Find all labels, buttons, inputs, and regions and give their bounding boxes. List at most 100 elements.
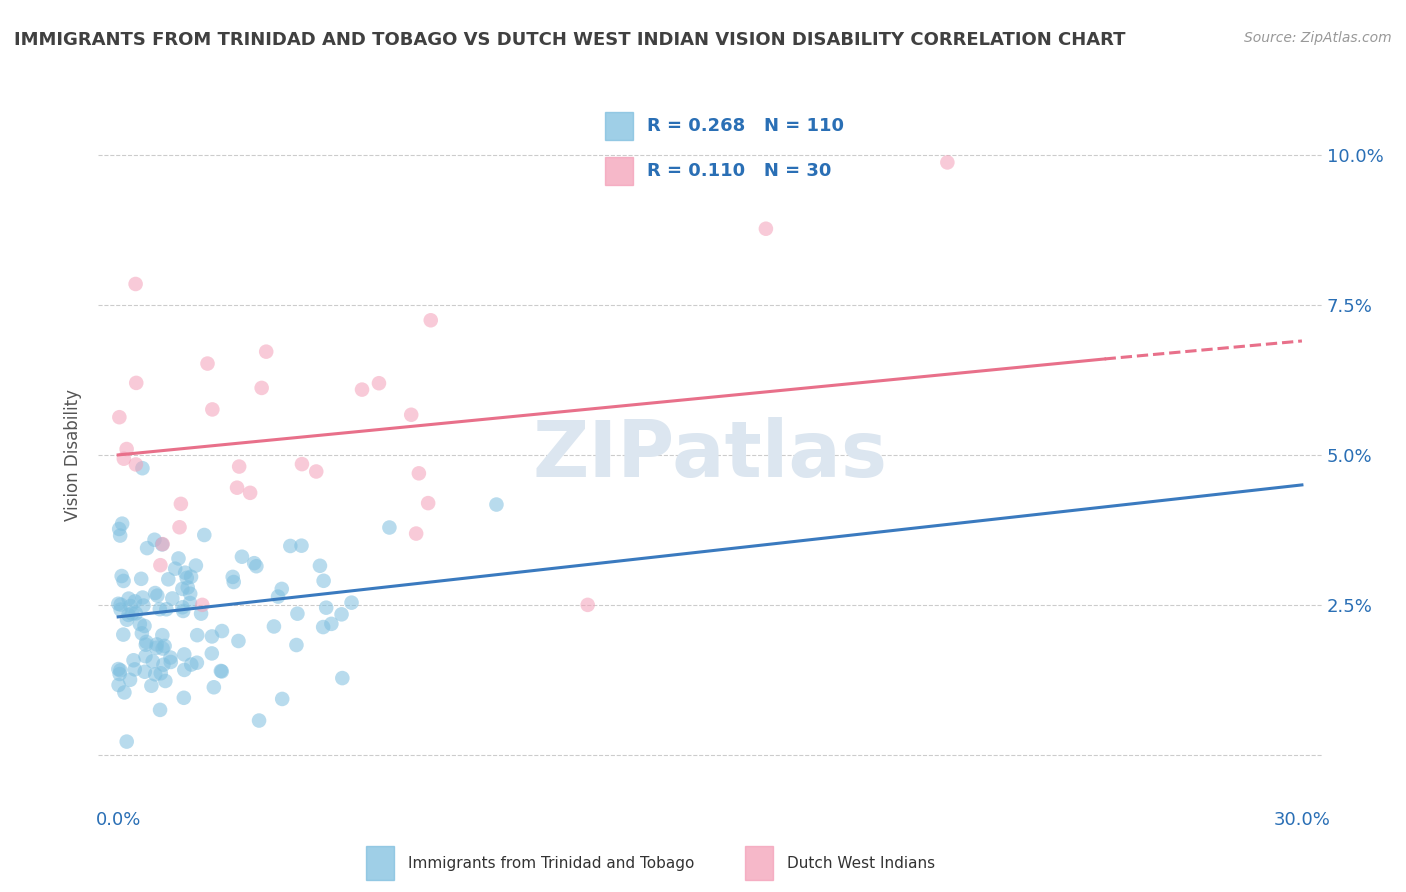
Point [247,714,270,728]
Text: Dutch West Indians: Dutch West Indians [787,855,935,871]
Point [368,376,391,391]
Point [186,656,208,670]
Point [201,647,224,661]
Point [112,574,135,588]
Point [179,596,201,610]
Point [186,628,208,642]
Point [129,572,152,586]
Point [228,459,250,474]
Point [350,383,373,397]
Bar [605,157,633,185]
Point [135,638,157,652]
Point [108,528,131,542]
Point [405,526,427,541]
Point [271,692,294,706]
Point [418,496,440,510]
Point [111,516,134,531]
Point [149,703,172,717]
Point [211,665,233,679]
Point [128,617,150,632]
Point [399,408,422,422]
Point [155,673,177,688]
Point [287,607,309,621]
Point [155,602,177,616]
Point [173,690,195,705]
Point [330,607,353,622]
Point [169,520,191,534]
Point [143,586,166,600]
Point [145,640,167,655]
Point [162,591,184,606]
Point [228,634,250,648]
Point [142,654,165,668]
Point [157,572,180,586]
Point [184,558,207,573]
Point [167,551,190,566]
Point [159,655,181,669]
Point [131,461,153,475]
Point [150,628,173,642]
Point [111,569,134,583]
Point [120,599,142,613]
Point [117,607,139,622]
Point [245,559,267,574]
Text: ZIPatlas: ZIPatlas [533,417,887,493]
Point [222,574,245,589]
Point [134,649,156,664]
Point [243,556,266,570]
Point [149,666,172,681]
Point [146,589,169,603]
Point [145,637,167,651]
Point [121,607,143,621]
Bar [366,846,394,880]
Point [180,570,202,584]
Point [115,613,138,627]
Point [576,598,599,612]
Point [176,571,198,585]
Point [291,457,314,471]
Point [340,596,363,610]
Point [191,598,214,612]
Point [312,574,335,588]
Point [159,650,181,665]
Point [110,602,132,616]
Point [131,626,153,640]
Point [149,602,172,616]
Point [254,344,277,359]
Point [153,639,176,653]
Point [197,357,219,371]
Point [150,537,173,551]
Point [239,485,262,500]
Text: R = 0.110   N = 30: R = 0.110 N = 30 [647,162,831,180]
Point [112,627,135,641]
Y-axis label: Vision Disability: Vision Disability [65,389,83,521]
Point [485,498,508,512]
Point [152,657,174,672]
Point [193,528,215,542]
Point [152,641,174,656]
Point [107,678,129,692]
Point [107,662,129,676]
Point [174,566,197,580]
Point [172,604,194,618]
Point [180,657,202,672]
Text: IMMIGRANTS FROM TRINIDAD AND TOBAGO VS DUTCH WEST INDIAN VISION DISABILITY CORRE: IMMIGRANTS FROM TRINIDAD AND TOBAGO VS D… [14,31,1126,49]
Point [305,465,328,479]
Point [170,497,193,511]
Point [290,539,312,553]
Point [190,607,212,621]
Point [309,558,332,573]
Text: Source: ZipAtlas.com: Source: ZipAtlas.com [1244,31,1392,45]
Point [152,537,174,551]
Point [250,381,273,395]
Point [115,734,138,748]
Point [124,594,146,608]
Point [131,591,153,605]
Point [143,533,166,547]
Point [263,619,285,633]
Bar [605,112,633,140]
Point [110,598,132,612]
Point [124,277,146,291]
Point [419,313,441,327]
Point [134,665,156,679]
